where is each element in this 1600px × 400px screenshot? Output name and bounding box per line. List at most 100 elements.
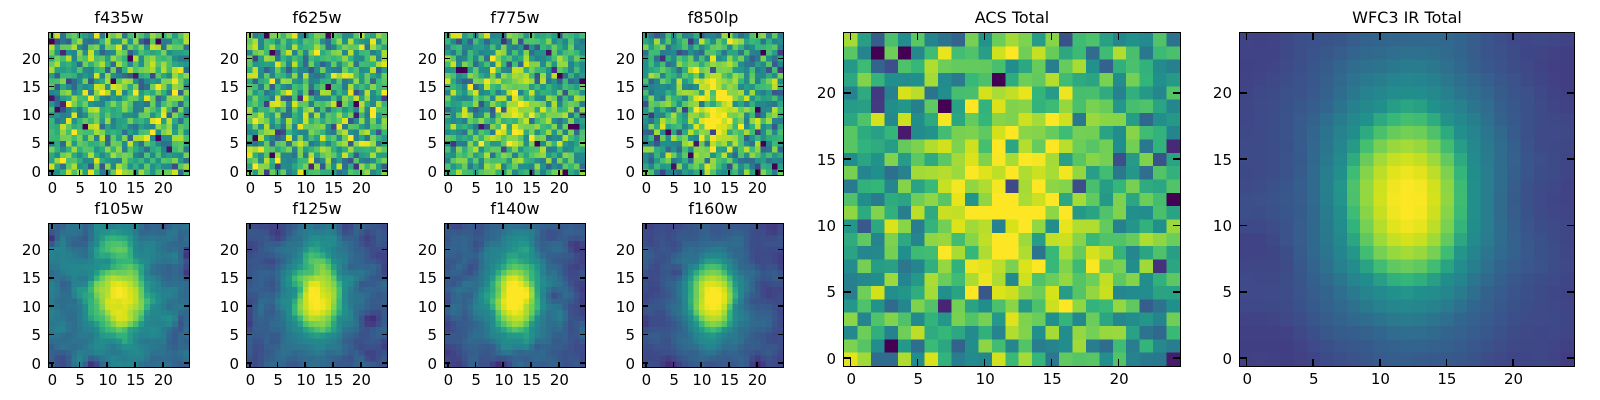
- heatmap-canvas-f625w: [247, 33, 387, 175]
- y-tick-mark: [445, 362, 450, 364]
- heatmap-canvas-f435w: [49, 33, 189, 175]
- y-tick-mark: [643, 57, 648, 60]
- y-tick-mark: [49, 113, 54, 116]
- y-tick-mark: [778, 277, 783, 279]
- y-tick-mark: [184, 248, 189, 251]
- x-tick-label: 10: [494, 179, 514, 197]
- x-tick-label: 20: [153, 179, 173, 197]
- x-tick-mark: [304, 170, 307, 175]
- y-tick-mark: [1173, 91, 1180, 94]
- y-tick-mark: [1173, 291, 1180, 293]
- heatmap-panel-f435w: [48, 32, 190, 176]
- x-tick-mark: [644, 362, 647, 367]
- x-tick-mark: [1117, 359, 1120, 366]
- y-tick-mark: [844, 91, 851, 94]
- x-tick-mark: [1445, 33, 1448, 40]
- y-tick-mark: [49, 333, 54, 336]
- panel-title-f105w: f105w: [94, 199, 144, 218]
- x-tick-label: 0: [641, 371, 652, 389]
- y-tick-label: 5: [31, 134, 41, 153]
- y-tick-mark: [247, 333, 252, 336]
- x-tick-mark: [756, 362, 758, 367]
- x-tick-mark: [106, 224, 109, 229]
- x-tick-mark: [1512, 359, 1514, 366]
- x-tick-label: 5: [471, 179, 481, 197]
- y-tick-mark: [184, 170, 189, 172]
- y-tick-mark: [643, 362, 648, 364]
- y-tick-mark: [247, 142, 252, 144]
- x-tick-label: 20: [351, 371, 371, 389]
- y-tick-label: 0: [625, 162, 635, 181]
- x-tick-label: 10: [98, 179, 118, 197]
- y-tick-mark: [778, 57, 783, 60]
- x-tick-mark: [162, 33, 164, 38]
- y-tick-mark: [382, 170, 387, 172]
- x-tick-mark: [332, 33, 334, 38]
- y-tick-mark: [844, 291, 851, 293]
- x-tick-label: 15: [1042, 370, 1062, 388]
- y-tick-mark: [580, 248, 585, 251]
- heatmap-panel-f140w: [444, 223, 586, 368]
- y-tick-label: 0: [31, 162, 41, 181]
- y-tick-label: 5: [625, 134, 635, 153]
- heatmap-panel-f850lp: [642, 32, 784, 176]
- y-tick-mark: [247, 85, 252, 88]
- y-tick-mark: [184, 362, 189, 364]
- y-tick-mark: [580, 85, 585, 88]
- x-tick-label: 5: [669, 371, 679, 389]
- x-tick-label: 5: [471, 371, 481, 389]
- x-tick-mark: [644, 33, 647, 38]
- y-tick-label: 0: [625, 354, 635, 373]
- y-tick-mark: [247, 57, 252, 60]
- heatmap-panel-f160w: [642, 223, 784, 368]
- x-tick-label: 20: [1109, 370, 1129, 388]
- y-tick-mark: [1173, 224, 1180, 227]
- x-tick-mark: [332, 224, 334, 229]
- y-tick-mark: [1240, 224, 1247, 227]
- x-tick-mark: [474, 224, 477, 229]
- x-tick-mark: [134, 170, 136, 175]
- y-tick-label: 15: [219, 78, 239, 97]
- heatmap-canvas-wfc3-ir-total: [1240, 33, 1574, 366]
- x-tick-mark: [78, 224, 81, 229]
- panel-title-f140w: f140w: [490, 199, 540, 218]
- x-tick-mark: [1050, 359, 1053, 366]
- x-tick-mark: [162, 170, 164, 175]
- y-tick-label: 5: [1222, 283, 1232, 302]
- x-tick-label: 20: [747, 179, 767, 197]
- x-tick-mark: [474, 33, 477, 38]
- y-tick-mark: [1567, 357, 1574, 359]
- y-tick-mark: [844, 158, 851, 160]
- x-tick-mark: [446, 33, 449, 38]
- y-tick-mark: [184, 85, 189, 88]
- x-tick-mark: [849, 359, 852, 366]
- y-tick-label: 20: [1212, 84, 1232, 103]
- y-tick-mark: [643, 305, 648, 308]
- x-tick-mark: [502, 170, 505, 175]
- x-tick-mark: [276, 362, 279, 367]
- x-tick-mark: [360, 224, 362, 229]
- x-tick-label: 5: [75, 179, 85, 197]
- y-tick-mark: [184, 305, 189, 308]
- y-tick-mark: [184, 113, 189, 116]
- x-tick-label: 15: [126, 371, 146, 389]
- y-tick-label: 20: [417, 49, 437, 68]
- y-tick-label: 10: [21, 106, 41, 125]
- heatmap-canvas-f160w: [643, 224, 783, 367]
- y-tick-mark: [247, 170, 252, 172]
- x-tick-mark: [78, 33, 81, 38]
- y-tick-mark: [445, 142, 450, 144]
- y-tick-mark: [247, 362, 252, 364]
- y-tick-label: 10: [615, 297, 635, 316]
- y-tick-mark: [247, 305, 252, 308]
- x-tick-label: 5: [273, 371, 283, 389]
- y-tick-label: 20: [615, 241, 635, 260]
- y-tick-mark: [580, 305, 585, 308]
- y-tick-mark: [1173, 357, 1180, 359]
- y-tick-mark: [382, 277, 387, 279]
- y-tick-label: 0: [427, 354, 437, 373]
- y-tick-label: 5: [229, 326, 239, 345]
- y-tick-label: 0: [826, 349, 836, 368]
- x-tick-mark: [446, 224, 449, 229]
- y-tick-mark: [643, 277, 648, 279]
